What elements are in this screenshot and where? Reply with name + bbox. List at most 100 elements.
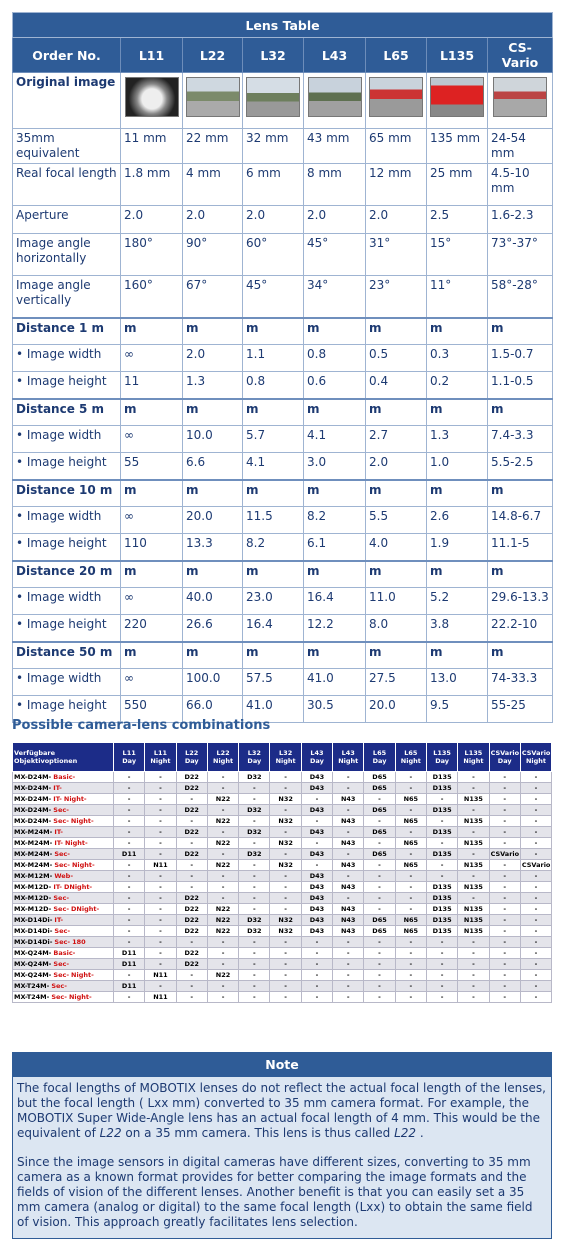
model-option: Night- <box>71 861 95 869</box>
lens-option: - <box>112 804 146 816</box>
model-option: Night- <box>68 993 92 1001</box>
unit-cell: m <box>120 640 183 669</box>
distance-data-row: • Image height 110 13.3 8.2 6.1 4.0 1.9 11.1-5 <box>12 533 554 561</box>
spec-value: 1.8 mm <box>120 163 183 206</box>
lens-option: - <box>394 980 427 992</box>
lens-option: D32 <box>238 826 271 838</box>
unit-cell: m <box>182 316 243 345</box>
lens-option: - <box>206 826 240 838</box>
row-label: • Image width <box>12 506 121 534</box>
lens-option: - <box>144 925 177 937</box>
unit-cell: m <box>182 559 243 588</box>
dimension-value: 110 <box>120 533 183 561</box>
spec-value: 73°-37° <box>486 233 554 276</box>
lens-option: N32 <box>269 914 302 926</box>
spec-value: 2.0 <box>242 205 304 234</box>
lens-option: - <box>238 892 271 904</box>
lens-option: D65 <box>363 848 396 860</box>
unit-cell: m <box>426 640 488 669</box>
distance-label: Distance 20 m <box>12 559 121 588</box>
model-cell: MX-M24M- IT- Night- <box>12 837 114 849</box>
lens-option: - <box>144 870 177 882</box>
lens-option: - <box>238 881 271 893</box>
spec-value: 90° <box>182 233 243 276</box>
note-text: Since the image sensors in digital camer… <box>17 1155 533 1229</box>
spec-value: 67° <box>182 275 243 318</box>
lens-option: - <box>206 782 240 794</box>
note-title: Note <box>13 1053 551 1077</box>
distance-data-row: • Image width ∞ 20.0 11.5 8.2 5.5 2.6 14.8-6.7 <box>12 506 554 534</box>
lens-option: D65 <box>363 782 396 794</box>
distance-data-row: • Image width ∞ 100.0 57.5 41.0 27.5 13.0 74-33… <box>12 668 554 696</box>
lens-option: - <box>519 782 553 794</box>
model-cell: MX-Q24M- Basic- <box>12 947 114 959</box>
lens-option: D11 <box>112 958 146 970</box>
dimension-value: 6.1 <box>303 533 366 561</box>
column-header: L65 <box>365 37 427 73</box>
lens-name: L22 <box>394 1126 417 1140</box>
model-name: MX-T24M- <box>14 982 50 990</box>
lens-option: - <box>112 892 146 904</box>
row-label: Real focal length <box>12 163 121 206</box>
row-label: • Image width <box>12 344 121 372</box>
model-name: MX-Q24M- <box>14 949 52 957</box>
lens-option: - <box>519 925 553 937</box>
row-label: Image angle horizontally <box>12 233 121 276</box>
spec-value: 12 mm <box>365 163 427 206</box>
lens-option: D135 <box>425 848 459 860</box>
image-cell <box>365 72 427 129</box>
dimension-value: 11 <box>120 371 183 399</box>
unit-cell: m <box>426 316 488 345</box>
lens-option: - <box>519 969 553 981</box>
combo-row: MX-D24M- IT- Night- - - - N22- N32- N43- N65- N135… <box>12 793 553 805</box>
lens-option: N22 <box>206 859 240 871</box>
row-label: Original image <box>12 72 121 129</box>
lens-option: CSVario <box>488 848 521 860</box>
model-option: Sec- <box>53 894 70 902</box>
spec-value: 58°-28° <box>486 275 554 318</box>
row-label: • Image height <box>12 614 121 642</box>
lens-option: - <box>488 980 521 992</box>
spec-row: Image angle vertically 160° 67° 45° 34° 23° 11… <box>12 275 554 318</box>
spec-value: 24-54 mm <box>486 128 554 164</box>
column-header: L11 <box>120 37 183 73</box>
lens-option: - <box>112 793 146 805</box>
lens-image <box>246 77 300 117</box>
lens-option: - <box>363 837 396 849</box>
unit-cell: m <box>486 316 554 345</box>
dimension-value: 0.3 <box>426 344 488 372</box>
combo-row: MX-M24M- IT- - - D22- D32- D43- D65- D135- - - <box>12 826 553 838</box>
row-label: • Image height <box>12 371 121 399</box>
unit-cell: m <box>426 559 488 588</box>
combo-row: MX-T24M- Sec- D11- - - - - - - - - - - - - <box>12 980 553 992</box>
dimension-value: 10.0 <box>182 425 243 453</box>
lens-option: - <box>144 793 177 805</box>
model-cell: MX-M24M- Sec- <box>12 848 114 860</box>
lens-option: - <box>394 782 427 794</box>
dimension-value: ∞ <box>120 587 183 615</box>
dimension-value: 3.0 <box>303 452 366 480</box>
lens-option: - <box>269 848 302 860</box>
dimension-value: 55-25 <box>486 695 554 723</box>
dimension-value: 8.2 <box>303 506 366 534</box>
model-option: 180 <box>72 938 86 946</box>
column-header: L22 <box>182 37 243 73</box>
dimension-value: 74-33.3 <box>486 668 554 696</box>
lens-option: - <box>144 947 177 959</box>
model-cell: MX-D24M- Sec- <box>12 804 114 816</box>
lens-option: - <box>112 815 146 827</box>
lens-option: - <box>363 969 396 981</box>
lens-option: - <box>300 793 334 805</box>
lens-name: L22 <box>99 1126 122 1140</box>
dimension-value: 16.4 <box>303 587 366 615</box>
lens-option: - <box>206 892 240 904</box>
model-option: IT- <box>53 784 62 792</box>
lens-option: - <box>363 991 396 1003</box>
dimension-value: 2.7 <box>365 425 427 453</box>
lens-option: N135 <box>457 815 490 827</box>
dimension-value: 100.0 <box>182 668 243 696</box>
lens-option: - <box>425 958 459 970</box>
lens-option: D135 <box>425 804 459 816</box>
lens-option: D32 <box>238 848 271 860</box>
